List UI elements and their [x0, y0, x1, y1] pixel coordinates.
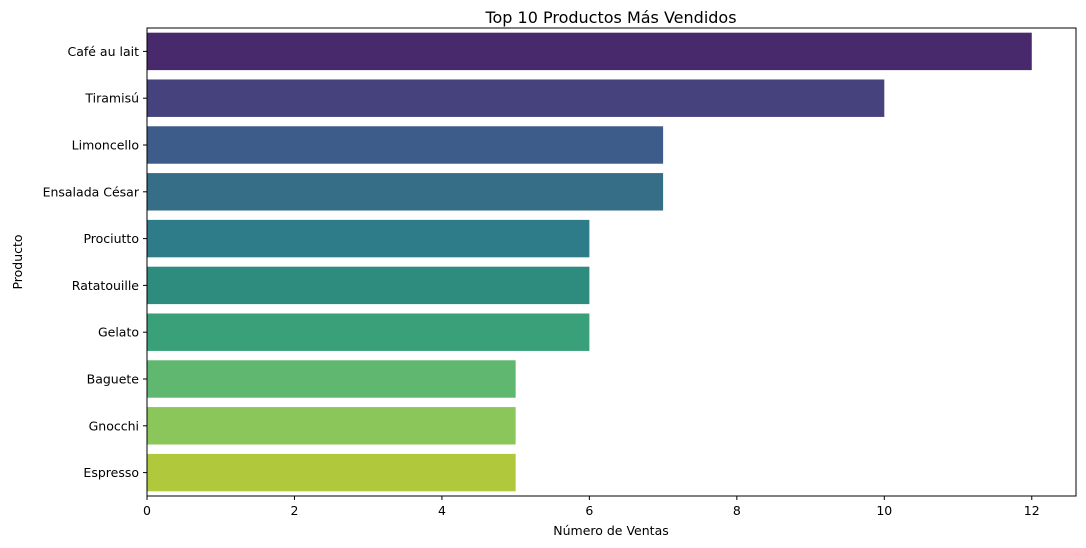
y-tick-label: Tiramisú: [84, 91, 139, 106]
x-tick-label: 4: [438, 503, 446, 518]
y-tick-label: Gelato: [98, 325, 139, 340]
y-tick-label: Baguete: [87, 372, 140, 387]
bar: [147, 313, 590, 351]
chart-title: Top 10 Productos Más Vendidos: [484, 8, 736, 27]
plot-frame: [146, 27, 1077, 497]
y-tick-label: Ensalada César: [43, 184, 140, 199]
x-tick-label: 10: [876, 503, 892, 518]
y-tick-label: Ratatouille: [72, 278, 140, 293]
bar: [147, 32, 1032, 71]
bar: [147, 173, 664, 211]
bar: [147, 407, 516, 445]
x-tick-label: 0: [143, 503, 151, 518]
x-tick-label: 8: [733, 503, 741, 518]
x-tick-label: 12: [1024, 503, 1040, 518]
y-tick-label: Prociutto: [83, 231, 139, 246]
bar: [147, 126, 664, 164]
bar: [147, 360, 516, 398]
x-tick-label: 2: [290, 503, 298, 518]
bar: [147, 219, 590, 258]
bar: [147, 79, 885, 117]
x-axis-label: Número de Ventas: [553, 523, 669, 538]
y-tick-label: Gnocchi: [89, 418, 139, 433]
y-axis-label: Producto: [10, 234, 25, 289]
y-tick-label: Café au lait: [67, 44, 139, 59]
bar: [147, 266, 590, 305]
y-tick-label: Espresso: [83, 465, 139, 480]
bar: [147, 453, 516, 492]
y-tick-label: Limoncello: [72, 138, 139, 153]
x-tick-label: 6: [585, 503, 593, 518]
